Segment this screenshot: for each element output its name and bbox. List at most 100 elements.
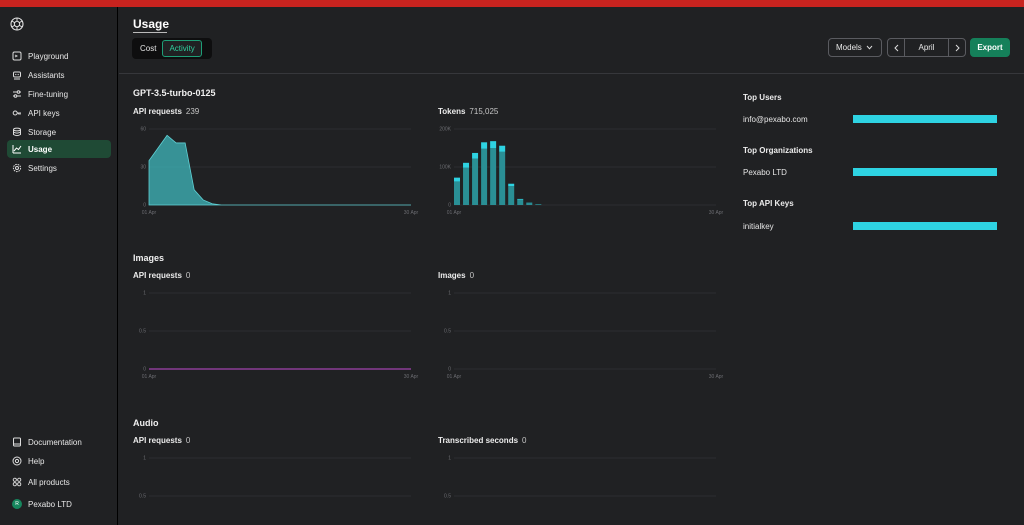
tick-label: 200K xyxy=(439,127,451,133)
tick-label: 60 xyxy=(140,127,146,133)
next-month-button[interactable] xyxy=(949,39,965,56)
tick-label: 1 xyxy=(143,291,146,297)
token-bar-cap xyxy=(508,183,515,186)
sidebar-item-label: Usage xyxy=(28,144,53,154)
token-bar xyxy=(490,148,497,205)
top-alert-bar xyxy=(0,0,1024,7)
x-tick-label: 01 Apr xyxy=(142,374,157,380)
top-orgs-title: Top Organizations xyxy=(743,146,813,155)
metric-label: Images xyxy=(438,271,466,280)
metric-value: 0 xyxy=(185,271,191,280)
token-bar-cap xyxy=(472,152,479,159)
models-dropdown[interactable]: Models xyxy=(828,38,882,57)
sidebar-item-documentation[interactable]: Documentation xyxy=(7,433,111,451)
gpt-api-requests-metric: API requests 239 xyxy=(133,107,199,116)
token-bar xyxy=(535,204,542,205)
tick-label: 1 xyxy=(448,456,451,462)
sidebar-item-label: Assistants xyxy=(28,70,65,80)
token-bar-cap xyxy=(481,142,488,149)
export-button[interactable]: Export xyxy=(970,38,1010,57)
images-api-requests-metric: API requests 0 xyxy=(133,271,190,280)
metric-label: Tokens xyxy=(438,107,466,116)
help-icon xyxy=(12,456,22,466)
sidebar-item-api-keys[interactable]: API keys xyxy=(7,104,111,122)
database-icon xyxy=(12,127,22,137)
avatar: R xyxy=(12,499,22,509)
x-tick-label: 30 Apr xyxy=(404,374,419,380)
tick-label: 0.5 xyxy=(444,494,451,500)
metric-value: 239 xyxy=(185,107,200,116)
token-bar xyxy=(463,167,470,205)
tick-label: 0 xyxy=(448,203,451,209)
sidebar: Playground Assistants Fine-tuning API ke… xyxy=(0,7,118,525)
current-month[interactable]: April xyxy=(904,39,949,56)
chevron-right-icon xyxy=(955,44,960,51)
x-tick-label: 30 Apr xyxy=(709,374,724,380)
sidebar-item-storage[interactable]: Storage xyxy=(7,123,111,141)
sidebar-item-settings[interactable]: Settings xyxy=(7,159,111,177)
sidebar-item-usage[interactable]: Usage xyxy=(7,140,111,158)
list-item: info@pexabo.com xyxy=(743,114,1003,124)
app-window: Playground Assistants Fine-tuning API ke… xyxy=(0,7,1024,525)
images-count-metric: Images 0 xyxy=(438,271,474,280)
section-title-audio: Audio xyxy=(133,418,159,428)
title-underline xyxy=(133,32,167,33)
org-label: Pexabo LTD xyxy=(743,167,787,177)
sidebar-item-playground[interactable]: Playground xyxy=(7,47,111,65)
sidebar-item-assistants[interactable]: Assistants xyxy=(7,66,111,84)
key-icon xyxy=(12,108,22,118)
org-name: Pexabo LTD xyxy=(28,499,72,509)
requests-area xyxy=(148,134,411,206)
tab-activity[interactable]: Activity xyxy=(162,40,202,57)
chart-images-requests: 1 0.5 0 01 Apr 30 Apr xyxy=(133,289,419,391)
org-switcher[interactable]: R Pexabo LTD xyxy=(7,495,111,513)
tick-label: 100K xyxy=(439,165,451,171)
metric-value: 715,025 xyxy=(469,107,499,116)
token-bar xyxy=(481,148,488,205)
usage-share-bar xyxy=(853,168,997,176)
metric-label: API requests xyxy=(133,271,182,280)
tick-label: 0.5 xyxy=(444,329,451,335)
playground-icon xyxy=(12,51,22,61)
gear-icon xyxy=(12,163,22,173)
top-users-title: Top Users xyxy=(743,93,782,102)
main-content: Usage Cost Activity Models April Export … xyxy=(119,7,1024,525)
x-tick-label: 01 Apr xyxy=(447,210,462,216)
tab-cost[interactable]: Cost xyxy=(140,44,157,53)
header-divider xyxy=(119,73,1024,74)
book-icon xyxy=(12,437,22,447)
metric-value: 0 xyxy=(522,436,527,445)
sidebar-item-help[interactable]: Help xyxy=(7,452,111,470)
sidebar-item-label: Storage xyxy=(28,127,57,137)
list-item: Pexabo LTD xyxy=(743,167,1003,177)
metric-label: Transcribed seconds xyxy=(438,436,519,445)
chart-audio-seconds: 1 0.5 xyxy=(438,454,723,516)
metric-label: API requests xyxy=(133,436,182,445)
section-title-gpt: GPT-3.5-turbo-0125 xyxy=(133,88,216,98)
sidebar-item-fine-tuning[interactable]: Fine-tuning xyxy=(7,85,111,103)
top-keys-title: Top API Keys xyxy=(743,199,794,208)
token-bar xyxy=(454,181,460,205)
token-bar xyxy=(517,199,524,205)
prev-month-button[interactable] xyxy=(888,39,904,56)
audio-seconds-metric: Transcribed seconds 0 xyxy=(438,436,526,445)
grid-icon xyxy=(12,477,22,487)
token-bar xyxy=(472,158,479,205)
token-bar-cap xyxy=(463,162,470,168)
section-title-images: Images xyxy=(133,253,165,263)
chevron-down-icon xyxy=(866,45,873,50)
tick-label: 0.5 xyxy=(139,494,146,500)
token-bar xyxy=(508,186,515,205)
sidebar-item-label: Settings xyxy=(28,163,57,173)
openai-logo-icon[interactable] xyxy=(9,16,25,32)
tick-label: 0.5 xyxy=(139,329,146,335)
user-label: info@pexabo.com xyxy=(743,114,808,124)
tick-label: 0 xyxy=(448,367,451,373)
token-bar-cap xyxy=(517,198,524,200)
sidebar-item-all-products[interactable]: All products xyxy=(7,473,111,491)
page-title: Usage xyxy=(133,17,170,31)
tick-label: 30 xyxy=(140,165,146,171)
token-bar-cap xyxy=(490,141,497,148)
metric-value: 0 xyxy=(185,436,191,445)
usage-share-bar xyxy=(853,115,997,123)
